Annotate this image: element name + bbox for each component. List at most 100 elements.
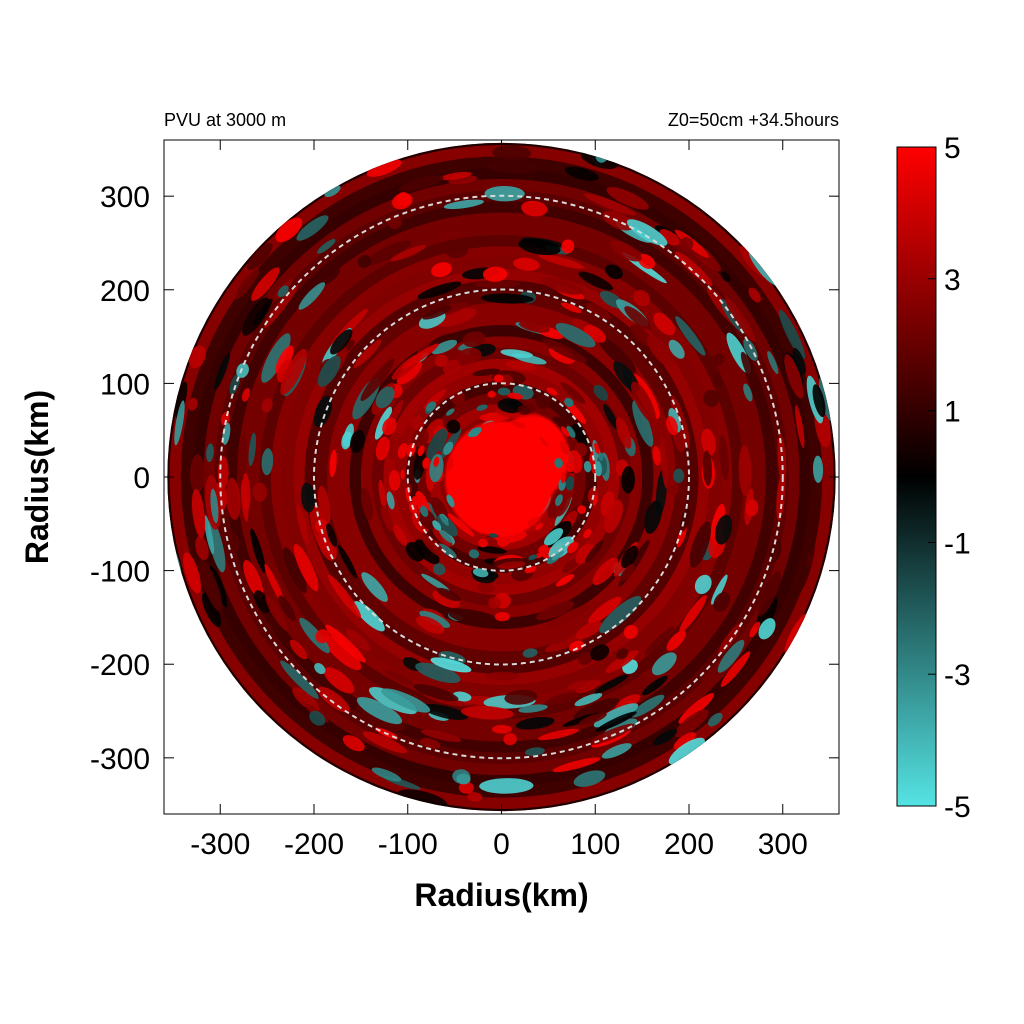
y-tick-label: 0 — [133, 462, 150, 495]
heatmap-cell — [479, 778, 534, 794]
heatmap-cell — [362, 731, 408, 754]
heatmap-cell — [366, 240, 411, 266]
heatmap-cell — [210, 488, 219, 524]
heatmap-core-cell — [476, 404, 488, 411]
heatmap-cell — [566, 680, 587, 690]
heatmap-cell — [443, 199, 484, 210]
heatmap-cell — [555, 574, 575, 587]
heatmap-cell — [504, 360, 537, 371]
heatmap-core-cell — [535, 523, 544, 531]
heatmap-cell — [319, 266, 340, 285]
heatmap-cell — [439, 529, 454, 544]
heatmap-cell — [412, 428, 429, 448]
heatmap-cell — [440, 171, 472, 181]
heatmap-cell — [366, 159, 402, 177]
heatmap-cell — [541, 277, 583, 295]
heatmap-cell — [346, 628, 371, 652]
y-axis-title: Radius(km) — [19, 390, 55, 564]
heatmap-core-cell — [446, 408, 455, 416]
heatmap-cell — [504, 689, 538, 705]
heatmap-cell — [381, 505, 394, 532]
heatmap-cell — [597, 335, 637, 373]
heatmap-cell — [261, 448, 274, 476]
heatmap-cell — [666, 630, 686, 651]
heatmap-core-cell — [468, 427, 482, 438]
heatmap-cell — [378, 479, 387, 510]
heatmap-cell — [717, 623, 742, 656]
heatmap-cell — [296, 504, 309, 545]
heatmap-cell — [323, 667, 355, 694]
heatmap-cell — [575, 620, 603, 640]
heatmap-cell — [451, 391, 465, 406]
heatmap-core-cell — [446, 494, 455, 508]
heatmap-cell — [749, 621, 761, 638]
heatmap-cell — [678, 693, 715, 724]
heatmap-cell — [382, 417, 397, 436]
heatmap-cell — [578, 652, 593, 666]
heatmap-cell — [605, 650, 639, 673]
heatmap-cell — [324, 185, 341, 198]
heatmap-cell — [633, 289, 651, 307]
heatmap-cell — [616, 648, 629, 660]
heatmap-cell — [653, 312, 676, 336]
heatmap-cell — [296, 215, 329, 241]
heatmap-cell — [575, 679, 601, 694]
heatmap-cell — [605, 264, 623, 280]
heatmap-cell — [626, 219, 668, 246]
heatmap-cell — [769, 539, 782, 563]
heatmap-cell — [623, 625, 638, 639]
heatmap-cell — [401, 343, 440, 370]
heatmap-cell — [206, 443, 214, 463]
heatmap-cell — [594, 674, 629, 694]
heatmap-cell — [264, 563, 285, 605]
heatmap-cell — [621, 466, 635, 494]
heatmap-cell — [242, 472, 251, 511]
heatmap-core-cell — [566, 426, 576, 438]
heatmap-cell — [694, 574, 712, 595]
heatmap-cell — [357, 254, 372, 268]
colorbar — [896, 146, 937, 807]
heatmap-cell — [243, 560, 264, 599]
heatmap-cell — [458, 781, 474, 794]
heatmap-cell — [446, 419, 461, 434]
colorbar-ticks: 5 3 1 -1 -3 -5 — [928, 132, 971, 824]
heatmap-cell — [280, 348, 307, 396]
heatmap-cell — [198, 559, 223, 612]
heatmap-cell — [651, 652, 677, 676]
heatmap-cell — [280, 660, 319, 699]
heatmap-cell — [758, 571, 781, 616]
heatmap-cell — [555, 323, 596, 348]
heatmap-cell — [667, 481, 680, 496]
heatmap-cell — [386, 670, 414, 686]
heatmap-core-cell — [443, 441, 454, 455]
heatmap-cell — [432, 590, 461, 608]
heatmap-cell — [538, 254, 585, 269]
heatmap-cell — [422, 703, 468, 721]
heatmap-cell — [573, 770, 606, 787]
heatmap-cell — [518, 704, 548, 713]
heatmap-core-cell — [565, 476, 575, 491]
heatmap-cell — [578, 712, 607, 726]
heatmap-cell — [222, 422, 231, 445]
heatmap-cell — [326, 523, 337, 547]
heatmap-cell — [560, 302, 582, 314]
heatmap-cell — [420, 737, 441, 749]
heatmap-cell — [767, 351, 779, 375]
heatmap-core-cell — [488, 533, 498, 538]
colorbar-tick-label: -1 — [944, 527, 971, 560]
heatmap-cell — [740, 351, 759, 389]
heatmap-cell — [544, 634, 586, 653]
heatmap-cell — [702, 450, 713, 486]
heatmap-cell — [654, 376, 667, 389]
heatmap-cell — [261, 333, 291, 383]
heatmap-cell — [235, 268, 260, 300]
heatmap-core-cell — [512, 421, 526, 429]
heatmap-cell — [537, 728, 580, 741]
heatmap-cell — [674, 709, 709, 738]
heatmap-cell — [711, 574, 728, 605]
heatmap-cell — [315, 519, 329, 534]
heatmap-cell — [522, 648, 538, 658]
heatmap-cell — [710, 353, 725, 367]
heatmap-cell — [283, 547, 307, 594]
heatmap-cell — [341, 431, 352, 450]
